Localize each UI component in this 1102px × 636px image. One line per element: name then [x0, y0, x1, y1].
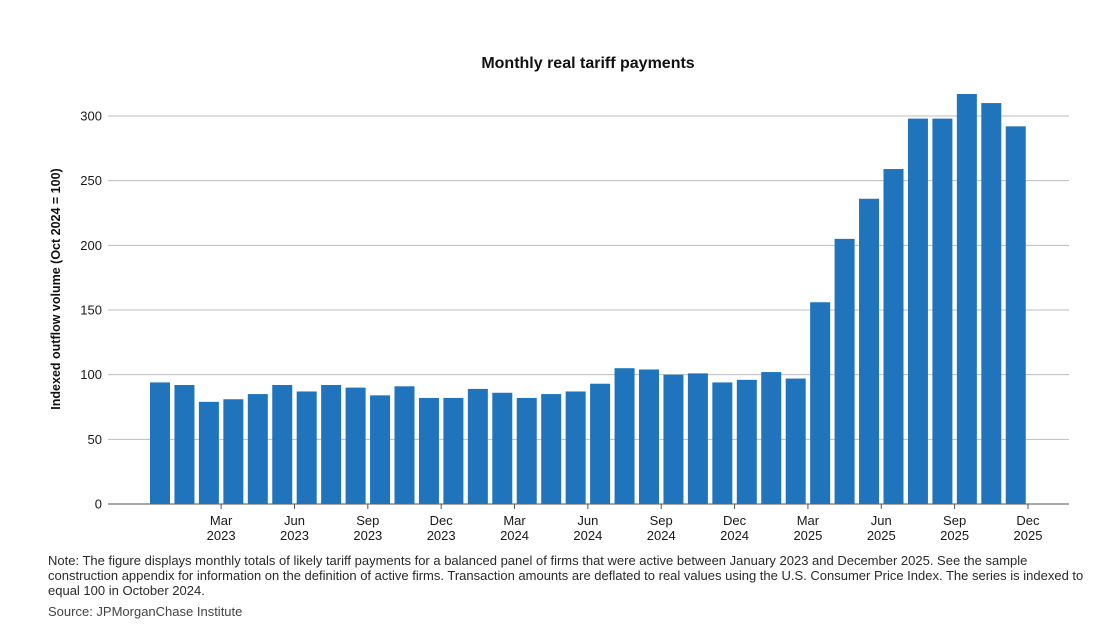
- bar: [296, 391, 317, 504]
- x-tick-month: Mar: [797, 513, 820, 528]
- bar: [223, 399, 244, 504]
- bar-chart: Monthly real tariff payments Indexed out…: [49, 55, 1069, 543]
- bar: [907, 118, 928, 504]
- bar: [492, 392, 513, 504]
- x-tick-month: Dec: [430, 513, 454, 528]
- x-tick-year: 2024: [500, 528, 529, 543]
- x-tick-year: 2023: [207, 528, 236, 543]
- bar: [590, 383, 611, 504]
- x-tick-year: 2024: [573, 528, 602, 543]
- x-tick-year: 2023: [427, 528, 456, 543]
- bar: [883, 169, 904, 504]
- y-tick-label: 300: [80, 109, 102, 124]
- bar: [345, 387, 366, 504]
- chart-title: Monthly real tariff payments: [481, 55, 694, 72]
- x-tick-month: Jun: [577, 513, 598, 528]
- gridlines: [108, 115, 1069, 505]
- bar: [443, 397, 464, 504]
- bar: [174, 385, 195, 504]
- x-tick-year: 2024: [647, 528, 676, 543]
- footnote: Note: The figure displays monthly totals…: [48, 553, 1088, 619]
- bar: [834, 238, 855, 504]
- bar: [418, 397, 439, 504]
- bars: [150, 94, 1026, 504]
- bar: [1005, 126, 1026, 504]
- y-tick-label: 150: [80, 303, 102, 318]
- bar: [321, 385, 342, 504]
- x-tick-month: Mar: [503, 513, 526, 528]
- y-axis-ticks: 0 50 100 150 200 250 300: [80, 109, 102, 512]
- bar: [761, 372, 782, 504]
- source-text: Source: JPMorganChase Institute: [48, 604, 243, 619]
- x-tick-year: 2023: [353, 528, 382, 543]
- x-tick-year: 2023: [280, 528, 309, 543]
- bar: [810, 302, 831, 504]
- x-tick-month: Sep: [943, 513, 966, 528]
- x-tick-month: Dec: [1016, 513, 1040, 528]
- x-tick-year: 2025: [867, 528, 896, 543]
- bar: [150, 382, 170, 504]
- y-tick-label: 250: [80, 173, 102, 188]
- note-text: Note: The figure displays monthly totals…: [48, 553, 1084, 598]
- x-tick-month: Jun: [871, 513, 892, 528]
- bar: [956, 94, 977, 504]
- bar: [565, 391, 586, 504]
- y-tick-label: 50: [88, 432, 102, 447]
- x-axis-ticks: Mar2023Jun2023Sep2023Dec2023Mar2024Jun20…: [207, 504, 1043, 543]
- x-tick-month: Mar: [210, 513, 233, 528]
- y-tick-label: 100: [80, 367, 102, 382]
- x-tick-month: Dec: [723, 513, 747, 528]
- bar: [639, 369, 659, 504]
- bar: [467, 388, 488, 504]
- x-tick-year: 2024: [720, 528, 749, 543]
- bar: [516, 397, 537, 504]
- bar: [663, 374, 684, 504]
- x-tick-month: Sep: [356, 513, 379, 528]
- x-tick-year: 2025: [793, 528, 822, 543]
- bar: [785, 378, 806, 504]
- bar: [712, 382, 733, 504]
- y-axis-title: Indexed outflow volume (Oct 2024 = 100): [49, 168, 63, 409]
- bar: [932, 118, 953, 504]
- y-tick-label: 200: [80, 238, 102, 253]
- bar: [981, 103, 1002, 504]
- x-tick-year: 2025: [1014, 528, 1043, 543]
- bar: [394, 386, 415, 504]
- bar: [859, 198, 880, 504]
- x-tick-month: Jun: [284, 513, 305, 528]
- bar: [272, 385, 293, 504]
- bar: [614, 368, 635, 504]
- bar: [541, 394, 562, 504]
- bar: [687, 373, 708, 504]
- bar: [736, 379, 757, 504]
- bar: [198, 401, 219, 504]
- x-tick-month: Sep: [650, 513, 673, 528]
- bar: [370, 395, 391, 504]
- y-tick-label: 0: [95, 497, 102, 512]
- x-tick-year: 2025: [940, 528, 969, 543]
- bar: [247, 394, 268, 504]
